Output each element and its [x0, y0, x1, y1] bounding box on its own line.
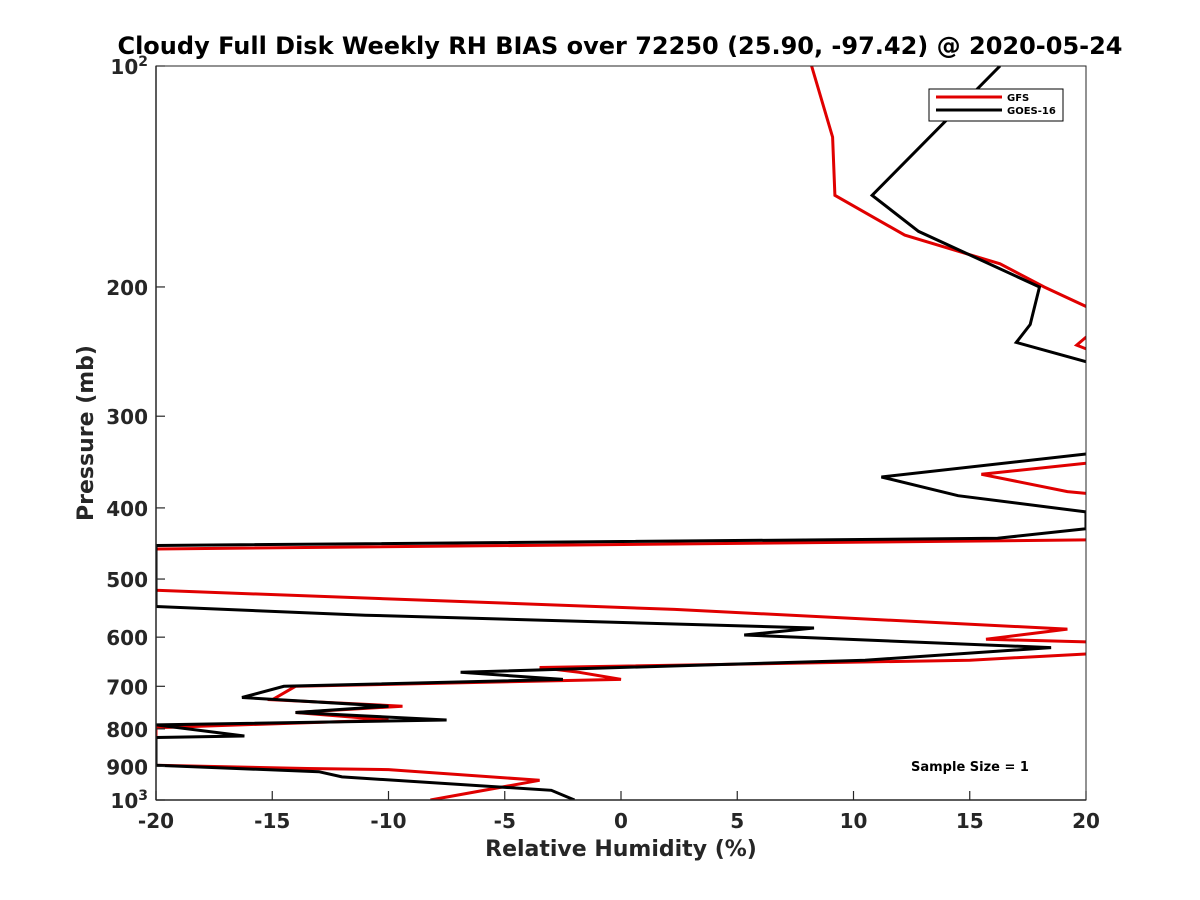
legend: GFS GOES-16	[928, 88, 1064, 122]
x-tick-label: 15	[956, 809, 984, 833]
y-tick-label: 300	[106, 405, 148, 429]
series-layer	[156, 66, 1086, 800]
x-tick-label: -5	[494, 809, 516, 833]
y-tick-label: 900	[106, 755, 148, 779]
sample-size-annotation: Sample Size = 1	[911, 760, 1029, 775]
y-tick-label: 200	[106, 276, 148, 300]
y-tick-label: 400	[106, 497, 148, 521]
series-line-goes16	[156, 66, 1086, 800]
y-tick-label: 600	[106, 626, 148, 650]
x-tick-label: -10	[370, 809, 406, 833]
series-line-gfs	[156, 66, 1086, 800]
y-tick-label: 700	[106, 675, 148, 699]
x-ticks: -20 -15 -10 -5 0 5 10 15 20	[138, 791, 1100, 833]
x-tick-label: 20	[1072, 809, 1100, 833]
legend-box	[928, 88, 1064, 122]
y-tick-label: 103	[110, 788, 148, 813]
x-tick-label: -15	[254, 809, 290, 833]
y-tick-label: 800	[106, 718, 148, 742]
y-axis-label: Pressure (mb)	[74, 345, 99, 521]
x-tick-label: 0	[614, 809, 628, 833]
x-tick-label: -20	[138, 809, 174, 833]
y-ticks: 102 200 300 400 500 600 700 800 900 103	[106, 54, 165, 813]
y-tick-label: 500	[106, 568, 148, 592]
x-tick-label: 5	[730, 809, 744, 833]
legend-label-goes16: GOES-16	[1007, 106, 1056, 117]
plot-area-frame	[155, 65, 1087, 801]
x-tick-label: 10	[840, 809, 868, 833]
x-axis-label: Relative Humidity (%)	[485, 837, 757, 862]
legend-label-gfs: GFS	[1007, 93, 1029, 104]
y-tick-label: 102	[110, 54, 148, 79]
chart-title: Cloudy Full Disk Weekly RH BIAS over 722…	[117, 32, 1122, 60]
